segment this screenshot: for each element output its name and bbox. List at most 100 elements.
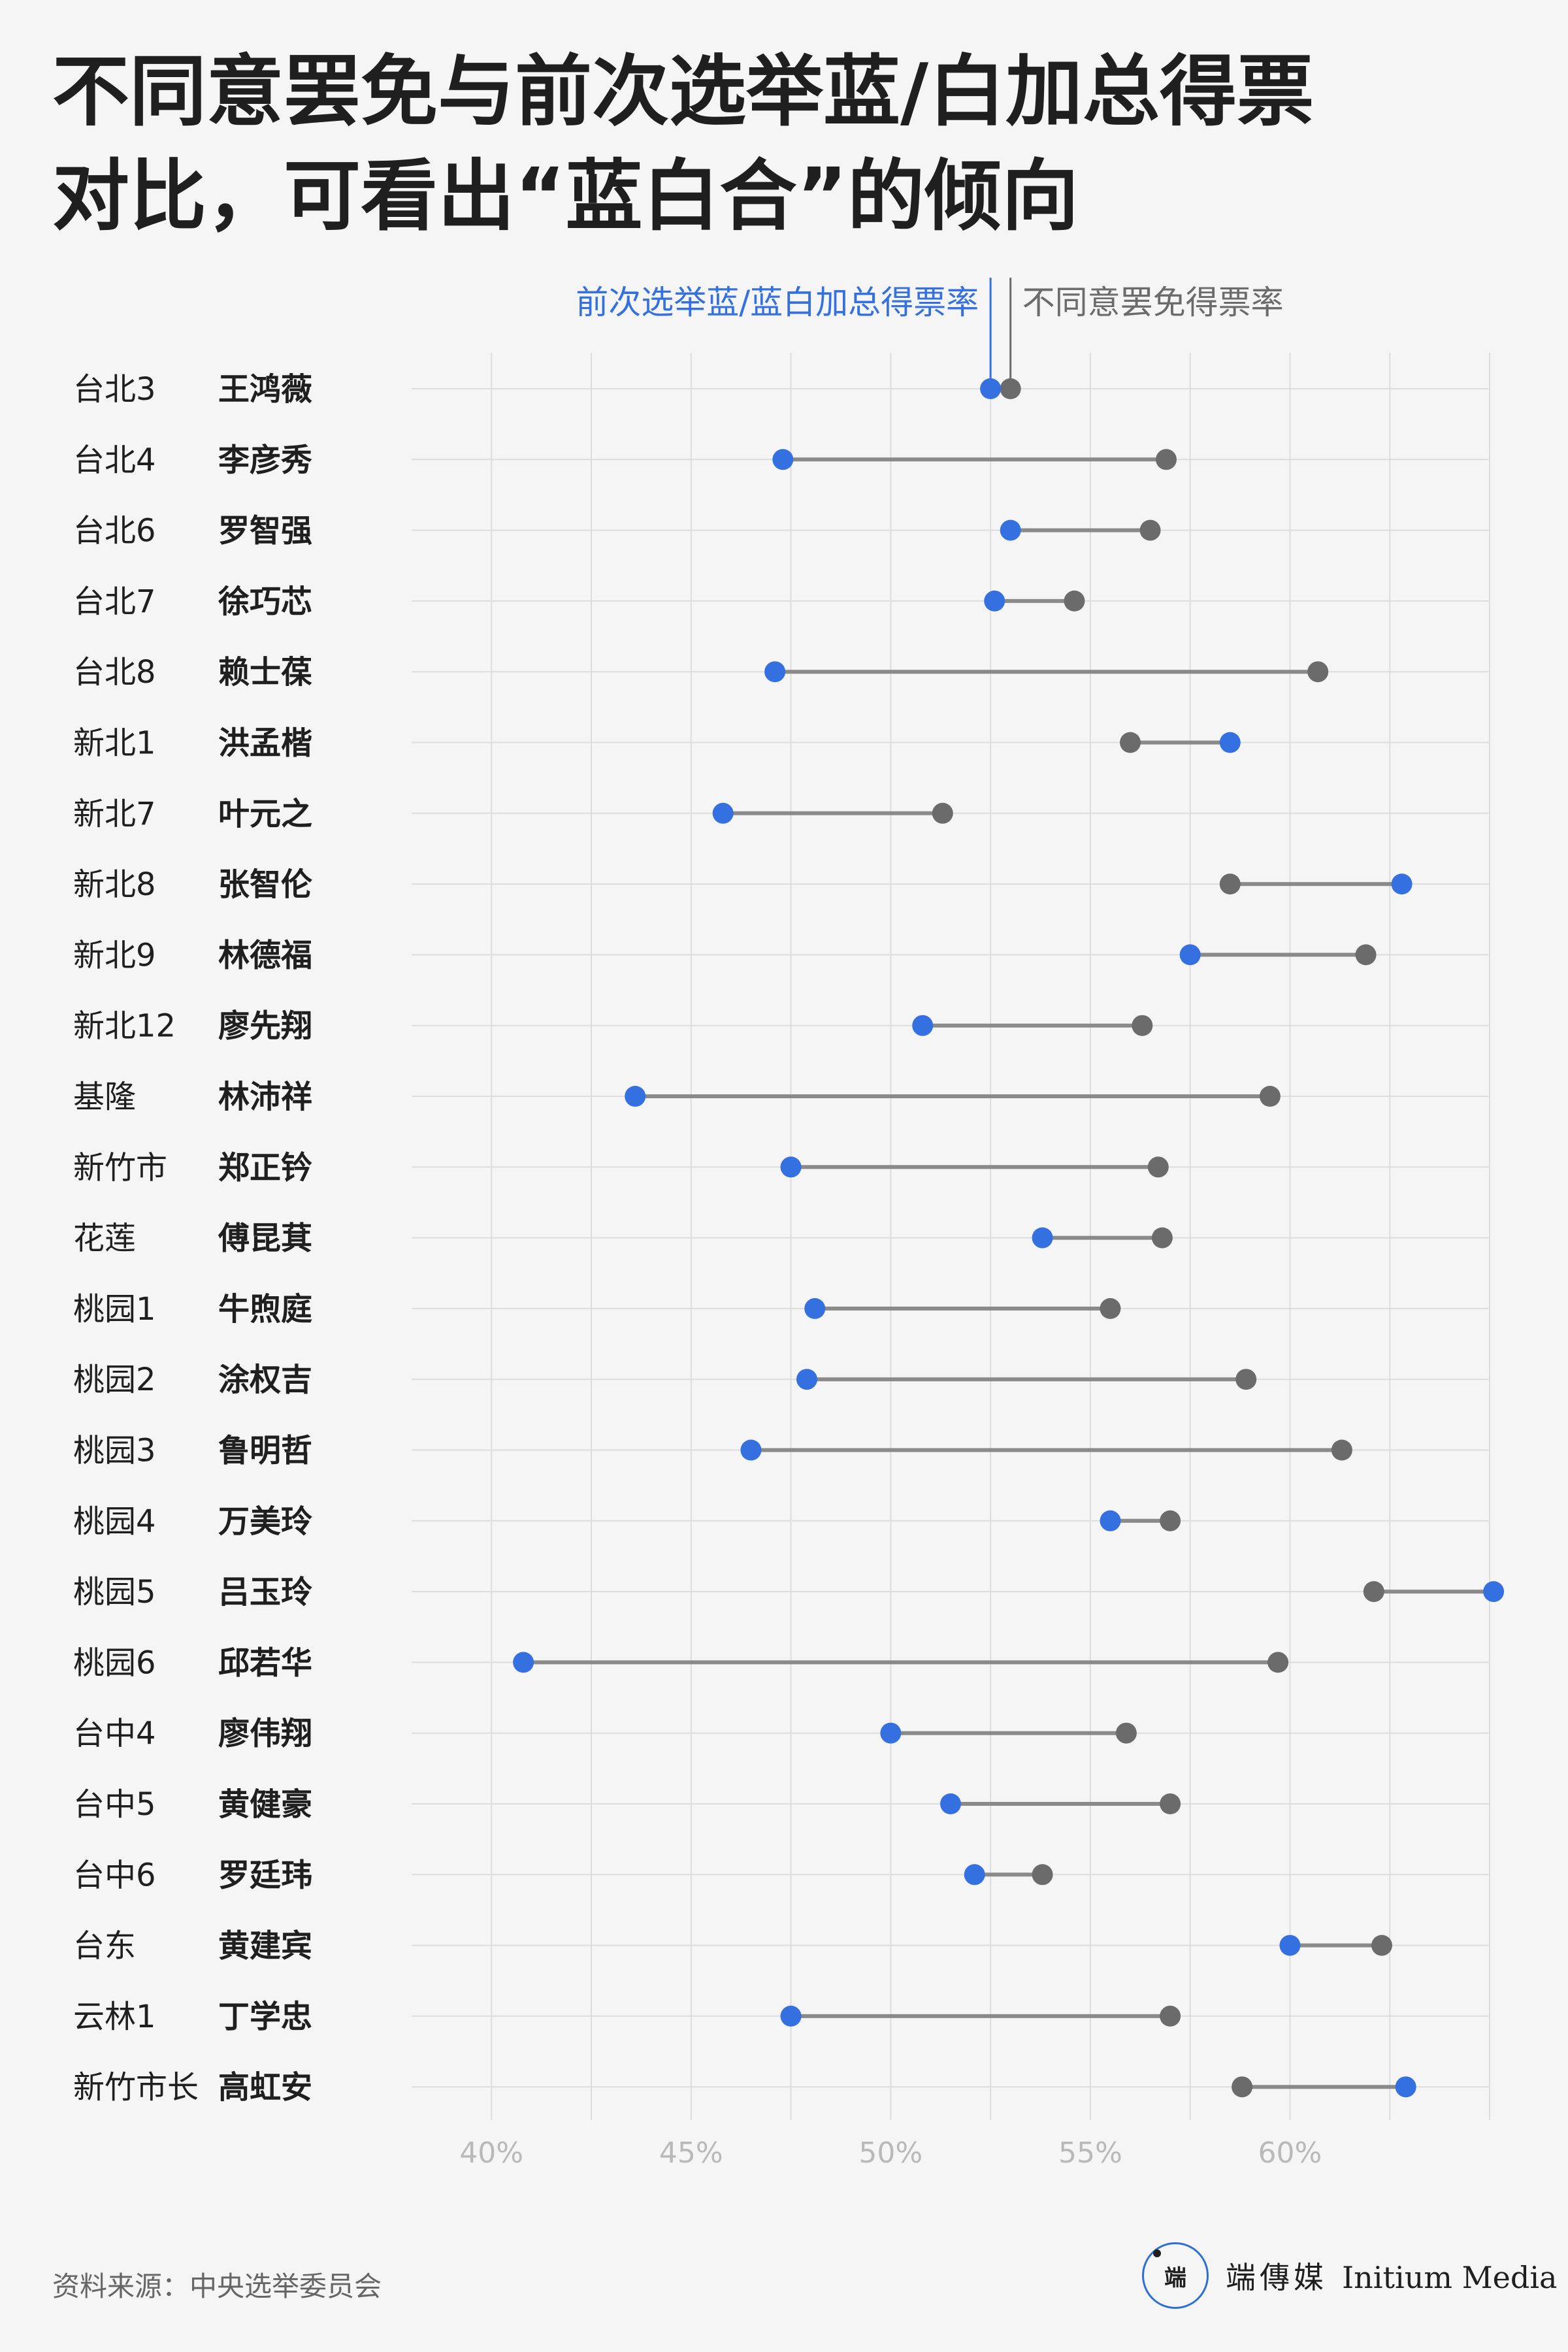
row-candidate-label: 傅昆萁 <box>218 1220 312 1257</box>
x-tick-label: 45% <box>659 2136 723 2170</box>
legend-label-prev: 前次选举蓝/蓝白加总得票率 <box>576 284 979 321</box>
dot-disagree <box>1371 1935 1392 1956</box>
dot-prev <box>780 1156 802 1178</box>
publisher-name-en: Initium Media <box>1342 2260 1558 2295</box>
title-line-1: 不同意罢免与前次选举蓝/白加总得票 <box>52 46 1315 137</box>
dot-disagree <box>1160 1793 1181 1814</box>
row-district-label: 云林1 <box>73 1999 156 2035</box>
dot-disagree <box>1235 1369 1257 1390</box>
title-line-2: 对比，可看出“蓝白合”的倾向 <box>52 151 1079 241</box>
dot-disagree <box>1115 1722 1137 1744</box>
dot-prev <box>1219 732 1241 753</box>
row-district-label: 新北7 <box>73 796 156 832</box>
row-district-label: 桃园1 <box>73 1291 156 1328</box>
dot-prev <box>804 1298 826 1319</box>
row-district-label: 花莲 <box>73 1220 136 1257</box>
x-tick-label: 55% <box>1058 2136 1122 2170</box>
dot-disagree <box>1100 1298 1121 1319</box>
dot-disagree <box>932 802 953 824</box>
legend-label-disagree: 不同意罢免得票率 <box>1022 284 1284 321</box>
row-candidate-label: 李彦秀 <box>218 442 312 478</box>
dot-prev <box>880 1722 902 1744</box>
row-candidate-label: 黄健豪 <box>218 1786 312 1823</box>
dot-prev <box>940 1793 961 1814</box>
row-candidate-label: 鲁明哲 <box>218 1433 312 1469</box>
dot-disagree <box>1064 590 1085 612</box>
row-candidate-label: 廖先翔 <box>218 1008 312 1045</box>
dot-prev <box>780 2005 802 2027</box>
row-district-label: 新北9 <box>73 937 156 973</box>
dot-prev <box>964 1864 985 1886</box>
x-tick-label: 40% <box>459 2136 523 2170</box>
row-candidate-label: 邱若华 <box>218 1644 312 1681</box>
row-district-label: 台北7 <box>73 583 156 620</box>
publisher-name-zh: 端傳媒 <box>1226 2260 1328 2295</box>
row-candidate-label: 罗廷玮 <box>218 1857 312 1893</box>
dot-disagree <box>1147 1156 1169 1178</box>
dot-prev <box>1391 874 1413 895</box>
row-district-label: 桃园2 <box>73 1362 156 1398</box>
row-district-label: 台东 <box>73 1928 136 1965</box>
row-candidate-label: 丁学忠 <box>218 1999 312 2035</box>
dot-prev <box>912 1015 934 1036</box>
dot-prev <box>1000 519 1021 541</box>
row-district-label: 桃园4 <box>73 1503 156 1540</box>
dot-prev <box>764 661 786 683</box>
row-district-label: 新竹市长 <box>73 2069 199 2106</box>
row-candidate-label: 林德福 <box>218 937 312 973</box>
publisher-name: 端傳媒 Initium Media <box>1226 2254 1557 2297</box>
dot-disagree <box>1120 732 1141 753</box>
dot-prev <box>625 1086 646 1107</box>
dot-prev <box>1483 1581 1505 1603</box>
row-district-label: 台北8 <box>73 654 156 691</box>
dot-prev <box>712 802 734 824</box>
dot-prev <box>980 378 1002 399</box>
dot-disagree <box>1160 1510 1181 1531</box>
row-candidate-label: 廖伟翔 <box>218 1716 312 1752</box>
dot-disagree <box>1032 1864 1053 1886</box>
row-candidate-label: 徐巧芯 <box>218 583 312 620</box>
row-district-label: 台北3 <box>73 371 156 408</box>
x-tick-label: 50% <box>858 2136 923 2170</box>
row-candidate-label: 涂权吉 <box>218 1362 312 1398</box>
dot-disagree <box>1219 874 1241 895</box>
dot-prev <box>513 1652 534 1673</box>
row-district-label: 新北8 <box>73 866 156 903</box>
source-note: 资料来源：中央选举委员会 <box>52 2270 382 2302</box>
row-district-label: 桃园5 <box>73 1574 156 1610</box>
chart-title: 不同意罢免与前次选举蓝/白加总得票 对比，可看出“蓝白合”的倾向 <box>52 39 1490 248</box>
dot-disagree <box>1139 519 1161 541</box>
row-candidate-label: 张智伦 <box>218 866 313 903</box>
dot-disagree <box>1132 1015 1153 1036</box>
dot-prev <box>1395 2076 1416 2098</box>
row-candidate-label: 吕玉玲 <box>218 1574 312 1610</box>
row-candidate-label: 王鸿薇 <box>218 371 312 408</box>
dot-prev <box>1279 1935 1301 1956</box>
row-candidate-label: 叶元之 <box>218 796 312 832</box>
dot-disagree <box>1331 1439 1352 1461</box>
row-candidate-label: 黄建宾 <box>218 1928 312 1965</box>
dot-disagree <box>1363 1581 1384 1603</box>
row-district-label: 新竹市 <box>73 1149 167 1186</box>
dot-disagree <box>1156 449 1177 470</box>
dot-disagree <box>1000 378 1021 399</box>
dot-prev <box>1100 1510 1121 1531</box>
dot-disagree <box>1232 2076 1253 2098</box>
dot-prev <box>984 590 1005 612</box>
dot-disagree <box>1160 2005 1181 2027</box>
row-district-label: 桃园3 <box>73 1433 156 1469</box>
dot-disagree <box>1259 1086 1281 1107</box>
dot-disagree <box>1355 944 1377 966</box>
row-district-label: 台北4 <box>73 442 156 478</box>
row-district-label: 桃园6 <box>73 1644 156 1681</box>
row-candidate-label: 郑正钤 <box>218 1149 312 1186</box>
dot-disagree <box>1307 661 1329 683</box>
dot-prev <box>796 1369 817 1390</box>
dot-disagree <box>1151 1227 1173 1249</box>
row-candidate-label: 牛煦庭 <box>218 1291 312 1328</box>
row-district-label: 台北6 <box>73 513 156 549</box>
dot-prev <box>772 449 794 470</box>
dot-disagree <box>1267 1652 1289 1673</box>
row-district-label: 台中4 <box>73 1716 156 1752</box>
